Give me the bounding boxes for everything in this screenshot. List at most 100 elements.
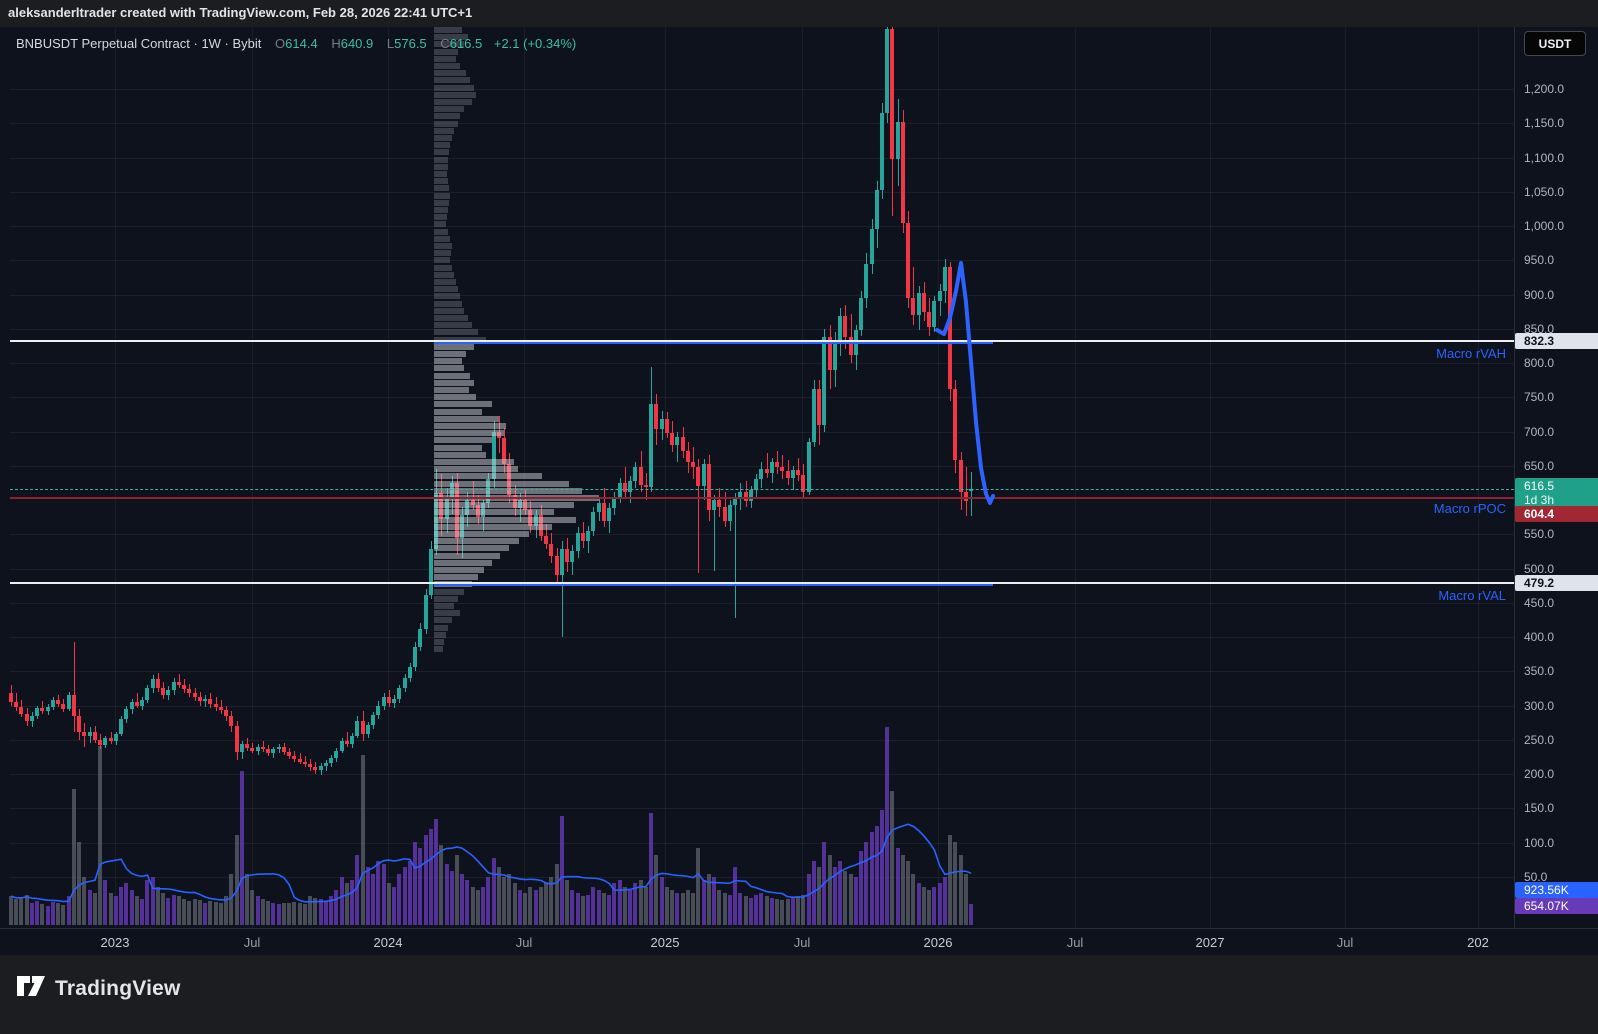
- volume-bar: [507, 873, 512, 925]
- candle-body: [428, 549, 433, 595]
- volume-bar: [843, 870, 848, 925]
- candle-body: [659, 419, 664, 430]
- volume-bar: [685, 889, 690, 925]
- currency-toggle-button[interactable]: USDT: [1524, 31, 1586, 56]
- volume-profile-row: [434, 84, 474, 91]
- chart-plot-area[interactable]: BNBUSDT Perpetual Contract · 1W · Bybit …: [0, 27, 1514, 928]
- attribution-text: aleksanderltrader created with TradingVi…: [8, 5, 473, 20]
- candle-body: [601, 502, 606, 521]
- volume-bar: [717, 889, 722, 925]
- volume-bar: [727, 894, 732, 925]
- candle-body: [916, 293, 921, 316]
- volume-profile-row: [434, 48, 458, 55]
- price-gridline: [10, 294, 1514, 296]
- time-tick: 2026: [923, 935, 953, 950]
- volume-bar: [591, 886, 596, 925]
- candle-body: [869, 229, 874, 264]
- volume-bar: [932, 886, 937, 925]
- rvah-blue-line: [434, 341, 993, 344]
- symbol-title: BNBUSDT Perpetual Contract · 1W · Bybit: [16, 36, 262, 51]
- price-tick: 850.0: [1524, 321, 1555, 336]
- volume-bar: [496, 867, 501, 925]
- volume-profile-row: [434, 394, 476, 401]
- volume-profile-row: [434, 473, 542, 480]
- time-axis[interactable]: 2023 Jul 2024 Jul 2025 Jul 2026 Jul 2027 Jul 202: [0, 928, 1598, 956]
- candle-body: [775, 462, 780, 468]
- volume-profile-row: [434, 646, 443, 653]
- time-gridline: [1478, 27, 1479, 928]
- symbol-legend[interactable]: BNBUSDT Perpetual Contract · 1W · Bybit …: [16, 36, 576, 51]
- volume-bar: [817, 867, 822, 925]
- volume-bar: [554, 864, 559, 925]
- volume-bar: [360, 755, 365, 925]
- candle-body: [754, 479, 759, 490]
- candle-body: [239, 743, 244, 753]
- volume-bar: [234, 835, 239, 925]
- volume-profile-row: [434, 574, 478, 581]
- last-price-line: [10, 488, 1514, 490]
- macro-rvah-label: Macro rVAH: [1436, 345, 1506, 361]
- candle-body: [874, 190, 879, 230]
- candle-body: [822, 336, 827, 425]
- price-tick: 50.0: [1524, 869, 1548, 884]
- volume-bar: [533, 889, 538, 925]
- candle-body: [559, 549, 564, 576]
- candle-wick: [299, 753, 301, 765]
- low-letter: L: [386, 36, 395, 51]
- volume-bar: [670, 889, 675, 925]
- volume-bar: [465, 880, 470, 925]
- volume-bar: [963, 873, 968, 925]
- candle-wick: [294, 750, 296, 762]
- volume-bar: [822, 841, 827, 925]
- volume-bar: [864, 841, 869, 925]
- candle-body: [140, 700, 145, 706]
- bottom-bar: TradingView: [0, 955, 1598, 1034]
- volume-profile-row: [434, 322, 472, 329]
- volume-bar: [958, 854, 963, 925]
- candle-body: [628, 480, 633, 492]
- volume-profile-row: [434, 451, 486, 458]
- macro-rval-label: Macro rVAL: [1438, 587, 1506, 603]
- close-letter: C: [440, 36, 450, 51]
- volume-bar: [82, 877, 87, 925]
- volume-bar: [176, 896, 181, 925]
- volume-profile-row: [434, 617, 452, 624]
- volume-profile-row: [434, 264, 452, 271]
- volume-bar: [764, 896, 769, 925]
- time-tick: 2027: [1195, 935, 1225, 950]
- volume-bar: [129, 889, 134, 925]
- price-axis[interactable]: 1,200.0 1,150.0 1,100.0 1,050.0 1,000.0 950.0…: [1514, 27, 1598, 928]
- volume-bar: [549, 877, 554, 925]
- last-price-label: 616.5 1d 3h: [1515, 477, 1598, 508]
- candle-body: [245, 743, 250, 748]
- candle-body: [129, 702, 134, 709]
- volume-profile-row: [434, 365, 464, 372]
- volume-profile-row: [434, 336, 486, 343]
- volume-profile-row: [434, 286, 458, 293]
- time-gridline: [388, 27, 389, 928]
- volume-bar: [942, 877, 947, 925]
- candle-body: [250, 747, 255, 751]
- candle-body: [717, 500, 722, 507]
- volume-profile-row: [434, 595, 458, 602]
- volume-bar: [969, 904, 974, 925]
- volume-bar: [208, 901, 213, 925]
- open-value: 614.4: [285, 36, 318, 51]
- volume-bar: [50, 901, 55, 925]
- candle-body: [649, 404, 654, 487]
- volume-bar: [35, 901, 40, 925]
- volume-profile-row: [434, 430, 504, 437]
- candle-body: [921, 293, 926, 312]
- candle-body: [87, 731, 92, 737]
- volume-profile-row: [434, 559, 492, 566]
- candle-body: [234, 726, 239, 753]
- candle-wick: [178, 674, 180, 688]
- price-gridline: [10, 739, 1514, 741]
- price-tick: 1,000.0: [1524, 219, 1565, 233]
- volume-bar: [239, 771, 244, 925]
- volume-profile-row: [434, 63, 460, 69]
- tradingview-logo[interactable]: TradingView: [16, 973, 181, 1004]
- volume-bar: [229, 873, 234, 925]
- volume-bar: [528, 886, 533, 925]
- volume-bar: [407, 861, 412, 925]
